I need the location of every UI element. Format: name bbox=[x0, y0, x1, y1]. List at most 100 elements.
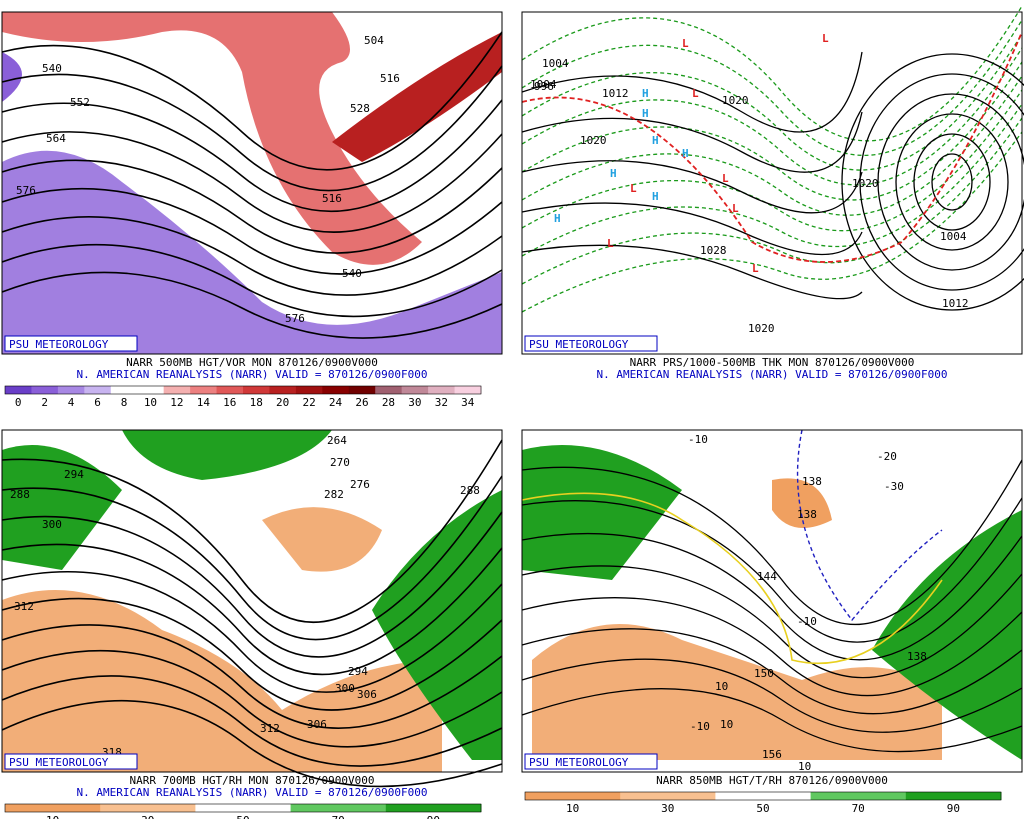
contour bbox=[1, 543, 503, 676]
contour bbox=[1, 31, 503, 171]
colorbar-label: 12 bbox=[170, 396, 183, 409]
contour-label: -10 bbox=[797, 615, 817, 628]
isobar bbox=[913, 133, 991, 231]
isobar bbox=[521, 202, 863, 256]
colorbar-label: 6 bbox=[94, 396, 101, 409]
contour bbox=[1, 511, 503, 658]
contour-label: 1028 bbox=[700, 244, 727, 257]
badge: PSU METEOROLOGY bbox=[9, 338, 109, 351]
badge: PSU METEOROLOGY bbox=[529, 338, 629, 351]
contour-label: 528 bbox=[350, 102, 370, 115]
colorbar-swatch bbox=[525, 792, 621, 800]
contour-label: 1004 bbox=[530, 78, 557, 91]
contour bbox=[521, 658, 1023, 733]
contour bbox=[1, 475, 503, 641]
contour-label: L bbox=[692, 87, 699, 100]
isobar bbox=[521, 51, 863, 133]
map-panel: 1004 1012 1020 1020 1028 1020 1004 1012 1020 1004… bbox=[521, 5, 1024, 355]
rh-moist bbox=[2, 445, 122, 570]
contour-label: H bbox=[652, 190, 659, 203]
colorbar-swatch bbox=[348, 386, 376, 394]
contour-label: H bbox=[652, 134, 659, 147]
contour-label: 10 bbox=[798, 760, 811, 773]
colorbar-label: 70 bbox=[852, 802, 865, 815]
colorbar-swatch bbox=[100, 804, 196, 812]
contour-label: 264 bbox=[327, 434, 347, 447]
front bbox=[521, 31, 1023, 263]
colorbar-label: 30 bbox=[661, 802, 674, 815]
colorbar-swatch bbox=[243, 386, 270, 394]
contour bbox=[1, 216, 503, 296]
isobar bbox=[895, 113, 1009, 251]
contour bbox=[1, 99, 503, 213]
contour-label: L bbox=[722, 172, 729, 185]
contour-label: 300 bbox=[42, 518, 62, 531]
contour-label: 576 bbox=[285, 312, 305, 325]
contour bbox=[521, 532, 1023, 661]
contour-label: 10 bbox=[715, 680, 728, 693]
contour bbox=[521, 597, 1023, 697]
colorbar-swatch bbox=[322, 386, 350, 394]
colorbar-label: 30 bbox=[141, 814, 154, 819]
colorbar-swatch bbox=[715, 792, 812, 800]
contour-label: 138 bbox=[907, 650, 927, 663]
contour-label: 312 bbox=[260, 722, 280, 735]
badge-box bbox=[524, 753, 658, 770]
badge-box bbox=[4, 335, 138, 352]
contour-label: 552 bbox=[70, 96, 90, 109]
colorbar-label: 18 bbox=[250, 396, 263, 409]
colorbar-swatch bbox=[137, 386, 165, 394]
isobar bbox=[841, 53, 1024, 311]
contour-label: 516 bbox=[322, 192, 342, 205]
contour-label: 288 bbox=[460, 484, 480, 497]
colorbar-label: 30 bbox=[408, 396, 421, 409]
colorbar-swatch bbox=[375, 386, 403, 394]
contour bbox=[1, 439, 503, 624]
contour bbox=[1, 597, 503, 711]
colorbar-swatch bbox=[269, 386, 297, 394]
colorbar-label: 34 bbox=[461, 396, 475, 409]
colorbar-label: 90 bbox=[947, 802, 960, 815]
contour-label: 144 bbox=[757, 570, 777, 583]
colorbar-swatch bbox=[905, 792, 1002, 800]
thickness bbox=[521, 47, 1023, 186]
colorbar-swatch bbox=[401, 386, 429, 394]
caption: NARR 500MB HGT/VOR MON 870126/0900V000 bbox=[126, 356, 378, 369]
isobar bbox=[859, 73, 1024, 291]
contour-label: L bbox=[630, 182, 637, 195]
contour-label: 996 bbox=[534, 80, 554, 93]
map-border bbox=[521, 429, 1023, 773]
contour-label: 540 bbox=[342, 267, 362, 280]
contour-label: H bbox=[610, 167, 617, 180]
contour-label: 150 bbox=[754, 667, 774, 680]
colorbar-swatch bbox=[110, 386, 138, 394]
contour bbox=[1, 675, 503, 767]
colorbar-swatch bbox=[810, 792, 907, 800]
caption: N. AMERICAN REANALYSIS (NARR) VALID = 87… bbox=[77, 368, 428, 381]
caption: N. AMERICAN REANALYSIS (NARR) VALID = 87… bbox=[77, 786, 428, 799]
badge: PSU METEOROLOGY bbox=[529, 756, 629, 769]
rh-moist bbox=[122, 430, 332, 480]
colorbar-label: 20 bbox=[276, 396, 289, 409]
thickness bbox=[521, 61, 1023, 201]
contour-label: 306 bbox=[307, 718, 327, 731]
contour bbox=[1, 159, 503, 254]
colorbar-swatch bbox=[385, 804, 482, 812]
colorbar-swatch bbox=[195, 804, 292, 812]
contour-label: 288 bbox=[10, 488, 30, 501]
contour-label: H bbox=[554, 212, 561, 225]
contour-label: 504 bbox=[364, 34, 384, 47]
contour bbox=[521, 497, 1023, 643]
thickness bbox=[521, 19, 1023, 157]
isobar bbox=[521, 160, 863, 214]
contour-label: 1020 bbox=[722, 94, 749, 107]
map-border bbox=[1, 11, 503, 355]
contour bbox=[1, 131, 503, 233]
contour-label: 1020 bbox=[852, 177, 879, 190]
badge-box bbox=[524, 335, 658, 352]
contour-label: 1020 bbox=[748, 322, 775, 335]
colorbar-swatch bbox=[84, 386, 112, 394]
contour-label: L bbox=[822, 32, 829, 45]
